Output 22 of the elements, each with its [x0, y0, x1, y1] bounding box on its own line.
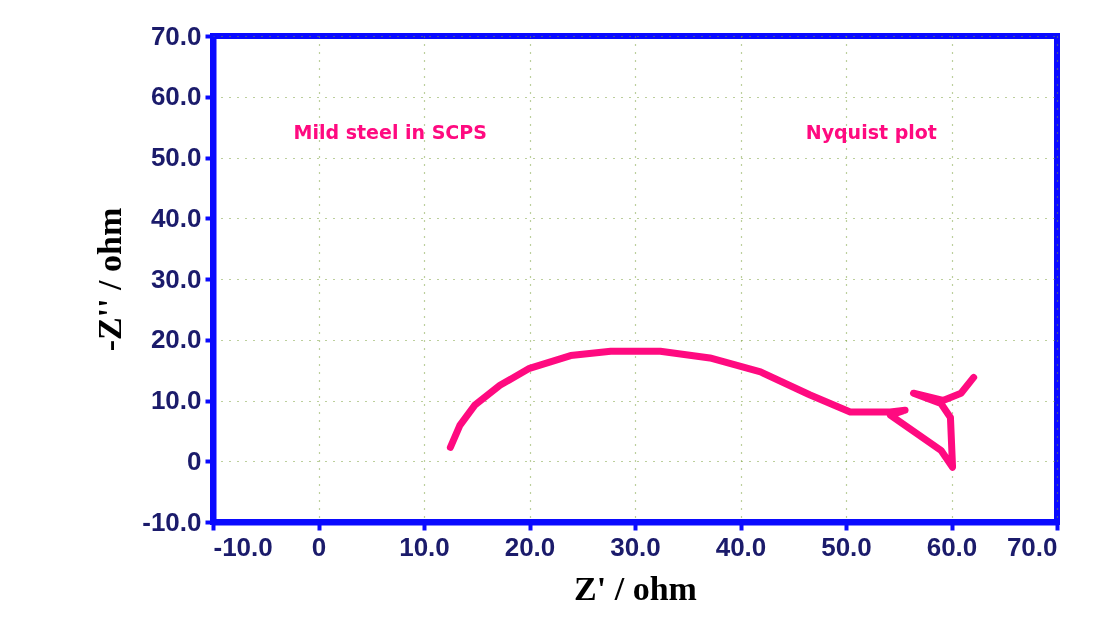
y-tick-label: 0	[187, 445, 202, 476]
x-tick-label: -10.0	[213, 531, 273, 562]
x-axis-title: Z' / ohm	[574, 569, 697, 607]
x-tick-label: 70.0	[1006, 531, 1058, 562]
y-tick-label: 40.0	[150, 202, 202, 233]
y-tick-label: 20.0	[150, 324, 202, 355]
annotation: Nyquist plot	[805, 121, 937, 144]
x-tick-label: 40.0	[715, 531, 767, 562]
y-tick-label: 50.0	[150, 142, 202, 172]
y-tick-label: -10.0	[142, 506, 202, 537]
x-tick-label: 60.0	[926, 531, 978, 562]
x-tick-label: 0	[311, 531, 327, 562]
y-tick-label: 30.0	[150, 263, 202, 294]
x-tick-label: 10.0	[399, 531, 450, 562]
y-tick-label: 10.0	[150, 385, 202, 415]
y-axis-title: -Z'' / ohm	[91, 207, 129, 352]
annotation: Mild steel in SCPS	[293, 121, 487, 144]
y-tick-label: 60.0	[150, 81, 202, 112]
y-tick-label: 70.0	[150, 20, 202, 51]
x-tick-label: 30.0	[610, 531, 661, 562]
x-tick-label: 20.0	[504, 531, 556, 562]
x-tick-label: 50.0	[821, 531, 872, 562]
